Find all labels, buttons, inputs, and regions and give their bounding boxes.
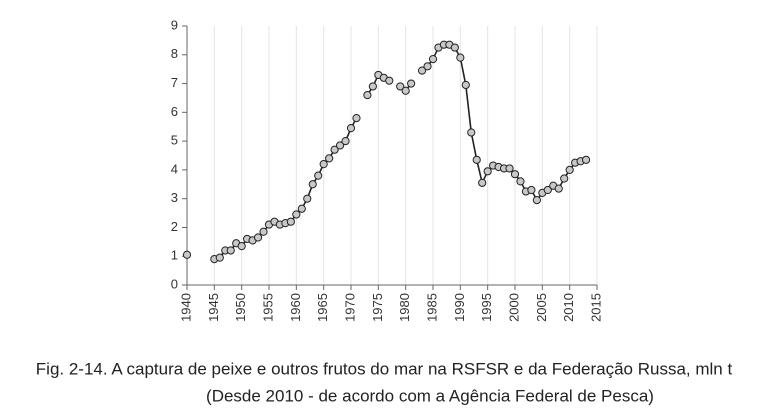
- x-tick-label: 1945: [206, 293, 221, 322]
- data-point: [456, 53, 465, 62]
- data-point: [368, 82, 377, 91]
- data-point: [215, 253, 224, 262]
- y-tick-label: 5: [171, 133, 178, 148]
- y-tick-label: 1: [171, 248, 178, 263]
- data-point: [303, 194, 312, 203]
- x-tick-label: 1990: [452, 293, 467, 322]
- x-tick-label: 2005: [534, 293, 549, 322]
- y-tick-label: 4: [171, 161, 178, 176]
- data-point: [352, 113, 361, 123]
- data-point: [467, 128, 476, 137]
- y-tick-label: 8: [171, 46, 178, 61]
- x-tick-label: 1950: [233, 293, 248, 322]
- data-point: [483, 167, 492, 176]
- data-point: [505, 164, 514, 173]
- data-point: [341, 137, 350, 146]
- data-point: [461, 80, 470, 90]
- x-tick-label: 1985: [424, 293, 439, 322]
- data-point: [417, 66, 427, 75]
- caption-line: Fig. 2-14. A captura de peixe e outros f…: [36, 359, 733, 378]
- data-point: [428, 54, 438, 64]
- x-tick-label: 1940: [178, 293, 193, 322]
- data-point: [297, 204, 306, 213]
- data-point: [182, 250, 192, 259]
- x-tick-label: 2010: [561, 293, 576, 322]
- data-point: [532, 196, 541, 205]
- caption-line: (Desde 2010 - de acordo com a Agência Fe…: [206, 386, 654, 405]
- data-point: [226, 246, 235, 255]
- x-tick-label: 1980: [397, 293, 412, 322]
- data-point: [527, 185, 536, 195]
- data-point: [478, 178, 487, 187]
- data-point: [346, 124, 356, 133]
- data-point: [565, 165, 574, 174]
- data-point: [560, 174, 569, 183]
- data-point: [385, 76, 394, 85]
- x-tick-label: 1970: [342, 293, 357, 322]
- x-tick-label: 2015: [588, 293, 603, 322]
- y-tick-label: 9: [171, 17, 178, 32]
- data-point: [407, 79, 416, 88]
- data-point: [510, 170, 520, 179]
- y-tick-label: 0: [171, 276, 178, 291]
- data-point: [543, 185, 552, 195]
- y-tick-label: 7: [171, 75, 178, 90]
- data-point: [581, 155, 591, 164]
- data-point: [292, 210, 301, 219]
- x-tick-label: 2000: [506, 293, 521, 322]
- data-point: [314, 171, 323, 180]
- y-tick-label: 3: [171, 190, 178, 205]
- x-tick-label: 1975: [370, 293, 385, 322]
- y-tick-label: 2: [171, 219, 178, 234]
- data-point: [423, 62, 432, 71]
- x-tick-label: 1965: [315, 293, 330, 322]
- data-point: [286, 217, 295, 226]
- x-tick-label: 1955: [260, 293, 275, 322]
- data-point: [330, 145, 339, 154]
- data-point: [401, 86, 410, 95]
- data-point: [259, 227, 268, 236]
- data-point: [363, 90, 372, 100]
- y-tick-label: 6: [171, 104, 178, 119]
- data-point: [237, 242, 246, 251]
- data-point: [396, 82, 405, 91]
- data-point: [516, 177, 525, 186]
- data-point: [308, 180, 317, 189]
- data-point: [472, 155, 481, 164]
- data-point: [450, 43, 459, 52]
- x-tick-label: 1960: [288, 293, 303, 322]
- data-point: [319, 160, 328, 169]
- x-tick-label: 1995: [479, 293, 494, 322]
- data-point: [253, 233, 263, 242]
- data-point: [325, 154, 334, 163]
- data-point: [554, 184, 563, 193]
- data-point: [335, 141, 345, 150]
